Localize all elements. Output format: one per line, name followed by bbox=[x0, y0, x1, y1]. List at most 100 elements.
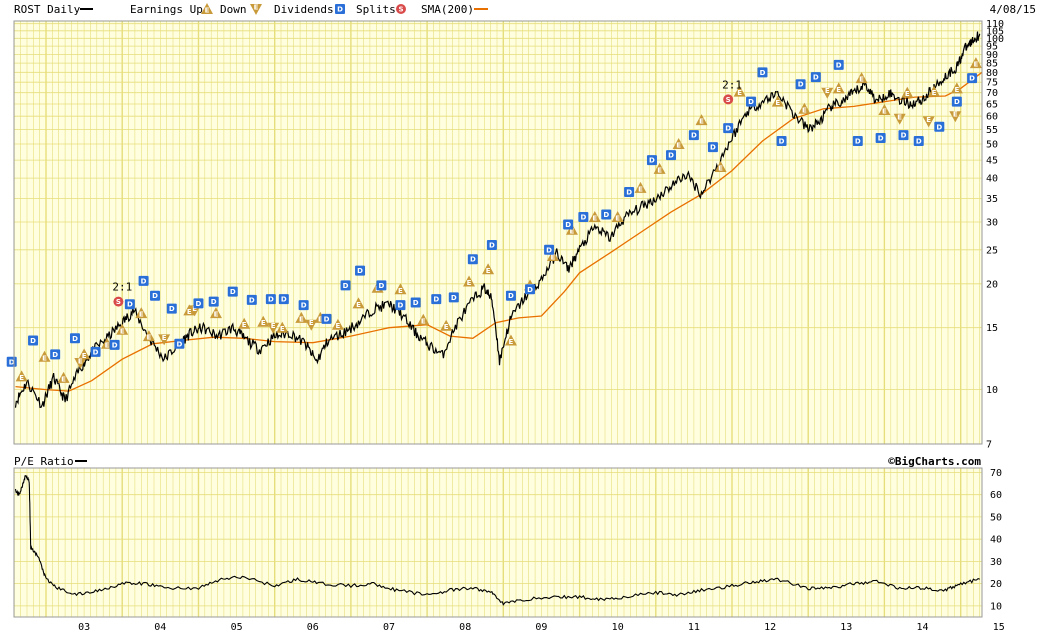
svg-text:D: D bbox=[546, 246, 552, 254]
svg-text:E: E bbox=[421, 317, 426, 325]
x-tick-label: 11 bbox=[688, 622, 700, 633]
dividend-icon: D bbox=[410, 297, 421, 308]
svg-text:E: E bbox=[932, 89, 937, 97]
pe-y-axis: 10 20 30 40 50 60 70 bbox=[990, 468, 1002, 613]
x-tick-label: 09 bbox=[535, 622, 547, 633]
svg-text:E: E bbox=[105, 341, 110, 349]
dividend-icon: D bbox=[166, 303, 177, 314]
dividend-icon: D bbox=[124, 299, 135, 310]
pe-tick-label: 10 bbox=[990, 601, 1002, 612]
svg-text:E: E bbox=[486, 267, 491, 275]
dividend-icon: D bbox=[951, 96, 962, 107]
svg-text:D: D bbox=[813, 74, 819, 82]
svg-text:D: D bbox=[72, 335, 78, 343]
pe-tick-label: 70 bbox=[990, 468, 1002, 479]
dividend-icon: D bbox=[174, 338, 185, 349]
svg-text:E: E bbox=[467, 279, 472, 287]
earnings-up-icon: E bbox=[331, 318, 344, 330]
earnings-up-icon: E bbox=[276, 321, 289, 333]
price-tick-label: 105 bbox=[986, 26, 1004, 37]
svg-text:E: E bbox=[187, 308, 192, 316]
svg-text:E: E bbox=[444, 323, 449, 331]
svg-text:D: D bbox=[141, 277, 147, 285]
dividend-icon: D bbox=[544, 244, 555, 255]
dividend-icon: D bbox=[28, 335, 39, 346]
svg-text:E: E bbox=[120, 327, 125, 335]
x-tick-label: 07 bbox=[383, 622, 395, 633]
earnings-up-icon: E bbox=[771, 95, 784, 107]
earnings-up-icon: E bbox=[295, 311, 308, 323]
svg-text:E: E bbox=[615, 214, 620, 222]
dividend-icon: D bbox=[707, 142, 718, 153]
svg-text:D: D bbox=[936, 123, 942, 131]
svg-text:D: D bbox=[324, 315, 330, 323]
dividend-icon: D bbox=[578, 211, 589, 222]
earnings-up-icon: E bbox=[440, 319, 453, 331]
earnings-up-icon: E bbox=[78, 348, 91, 360]
legend-earnings-up-icon: E bbox=[201, 3, 213, 15]
dividend-icon: D bbox=[486, 239, 497, 250]
svg-text:E: E bbox=[61, 375, 66, 383]
price-tick-label: 10 bbox=[986, 385, 998, 396]
svg-text:E: E bbox=[737, 89, 742, 97]
svg-text:D: D bbox=[748, 98, 754, 106]
svg-text:E: E bbox=[280, 325, 285, 333]
pe-tick-label: 50 bbox=[990, 512, 1002, 523]
svg-text:D: D bbox=[580, 213, 586, 221]
dividend-icon: D bbox=[776, 136, 787, 147]
svg-text:E: E bbox=[802, 106, 807, 114]
dividend-icon: D bbox=[688, 130, 699, 141]
x-tick-label: 06 bbox=[307, 622, 319, 633]
pe-panel-border bbox=[13, 467, 983, 618]
dividend-icon: D bbox=[90, 346, 101, 357]
earnings-up-icon: E bbox=[546, 250, 559, 262]
svg-text:D: D bbox=[916, 138, 922, 146]
legend-earnings-down-icon: E bbox=[250, 4, 262, 15]
price-tick-label: 70 bbox=[986, 88, 998, 99]
x-tick-label: 15 bbox=[993, 622, 1005, 633]
svg-text:E: E bbox=[336, 322, 341, 330]
svg-text:D: D bbox=[954, 98, 960, 106]
price-tick-label: 30 bbox=[986, 218, 998, 229]
svg-text:D: D bbox=[176, 340, 182, 348]
svg-text:E: E bbox=[299, 315, 304, 323]
earnings-up-icon: E bbox=[257, 315, 270, 327]
x-tick-label: 14 bbox=[916, 622, 928, 633]
svg-text:D: D bbox=[30, 337, 36, 345]
dividend-icon: D bbox=[757, 67, 768, 78]
earnings-down-icon: E bbox=[305, 319, 318, 331]
price-tick-label: 25 bbox=[986, 245, 998, 256]
x-tick-label: 12 bbox=[764, 622, 776, 633]
pe-tick-label: 60 bbox=[990, 490, 1002, 501]
dividend-icon: D bbox=[227, 286, 238, 297]
dividend-icon: D bbox=[109, 339, 120, 350]
svg-text:E: E bbox=[550, 254, 555, 262]
earnings-up-icon: E bbox=[611, 210, 624, 222]
svg-text:D: D bbox=[760, 69, 766, 77]
earnings-up-icon: E bbox=[135, 307, 148, 319]
price-tick-label: 75 bbox=[986, 78, 998, 89]
dividend-icon: D bbox=[810, 72, 821, 83]
svg-text:E: E bbox=[570, 227, 575, 235]
svg-text:D: D bbox=[489, 241, 495, 249]
earnings-down-icon: E bbox=[821, 87, 834, 99]
svg-text:D: D bbox=[9, 358, 15, 366]
earnings-down-icon: E bbox=[922, 116, 935, 128]
pe-grid bbox=[14, 468, 982, 617]
svg-text:D: D bbox=[52, 351, 58, 359]
price-tick-label: 100 bbox=[986, 34, 1004, 45]
svg-text:D: D bbox=[378, 282, 384, 290]
svg-text:E: E bbox=[82, 352, 87, 360]
price-panel-border bbox=[13, 20, 983, 445]
dividend-icon: D bbox=[150, 290, 161, 301]
pe-tick-label: 40 bbox=[990, 535, 1002, 546]
price-tick-label: 110 bbox=[986, 19, 1004, 30]
x-tick-label: 04 bbox=[154, 622, 166, 633]
earnings-up-icon: E bbox=[969, 57, 982, 69]
earnings-up-icon: E bbox=[588, 210, 601, 222]
legend-sma-label: SMA(200) bbox=[421, 3, 474, 16]
svg-text:D: D bbox=[357, 267, 363, 275]
dividend-icon: D bbox=[321, 313, 332, 324]
earnings-up-icon: E bbox=[142, 330, 155, 342]
svg-text:E: E bbox=[882, 107, 887, 115]
